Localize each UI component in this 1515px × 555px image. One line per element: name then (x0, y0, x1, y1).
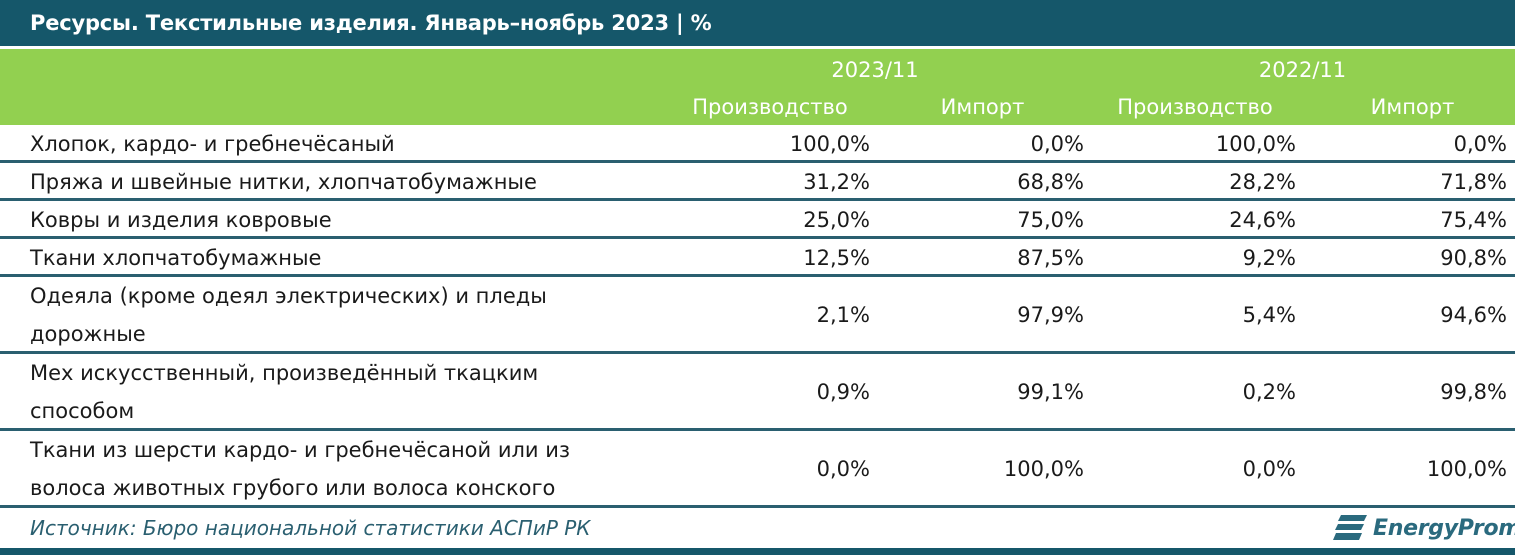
cell-import-2022: 99,8% (1440, 380, 1507, 404)
energyprom-logo: EnergyProm (1333, 512, 1515, 544)
table-row: Мех искусственный, произведённый ткацким… (0, 354, 1515, 431)
period-header-2023: 2023/11 (831, 58, 919, 82)
table-row: Одеяла (кроме одеял электрических) и пле… (0, 277, 1515, 354)
table-row: Пряжа и швейные нитки, хлопчатобумажные … (0, 163, 1515, 201)
row-label: Ковры и изделия ковровые (30, 208, 332, 232)
cell-import-2022: 90,8% (1440, 246, 1507, 270)
row-label: Одеяла (кроме одеял электрических) и пле… (30, 277, 670, 353)
cell-import-2023: 68,8% (1017, 170, 1084, 194)
column-header-production-2023: Производство (692, 95, 848, 119)
cell-import-2023: 99,1% (1017, 380, 1084, 404)
column-header-import-2022: Импорт (1370, 95, 1455, 119)
cell-production-2022: 100,0% (1215, 132, 1296, 156)
cell-import-2023: 75,0% (1017, 208, 1084, 232)
table-row: Ткани из шерсти кардо- и гребнечёсаной и… (0, 431, 1515, 508)
cell-production-2023: 25,0% (803, 208, 870, 232)
column-header-import-2023: Импорт (940, 95, 1025, 119)
cell-import-2022: 71,8% (1440, 170, 1507, 194)
cell-production-2023: 2,1% (816, 303, 870, 327)
cell-production-2022: 0,2% (1242, 380, 1296, 404)
cell-production-2022: 5,4% (1242, 303, 1296, 327)
row-label-line: Мех искусственный, произведённый ткацким (30, 361, 539, 385)
table-header: 2023/11 2022/11 Производство Импорт Прои… (0, 49, 1515, 125)
data-table: Хлопок, кардо- и гребнечёсаный 100,0% 0,… (0, 125, 1515, 508)
cell-production-2022: 24,6% (1229, 208, 1296, 232)
logo-text: EnergyProm (1373, 515, 1515, 541)
table-row: Ткани хлопчатобумажные 12,5% 87,5% 9,2% … (0, 239, 1515, 277)
bottom-bar (0, 548, 1515, 555)
cell-import-2023: 0,0% (1030, 132, 1084, 156)
cell-import-2022: 100,0% (1426, 457, 1507, 481)
cell-import-2022: 0,0% (1453, 132, 1507, 156)
title-separator (0, 46, 1515, 49)
cell-import-2023: 87,5% (1017, 246, 1084, 270)
cell-production-2023: 31,2% (803, 170, 870, 194)
column-header-production-2022: Производство (1117, 95, 1273, 119)
footer: Источник: Бюро национальной статистики А… (0, 508, 1515, 548)
cell-production-2022: 28,2% (1229, 170, 1296, 194)
row-label-line: Ткани из шерсти кардо- и гребнечёсаной и… (30, 438, 571, 462)
row-label: Пряжа и швейные нитки, хлопчатобумажные (30, 170, 537, 194)
source-note: Источник: Бюро национальной статистики А… (30, 516, 591, 540)
period-header-2022: 2022/11 (1258, 58, 1347, 82)
cell-import-2022: 75,4% (1440, 208, 1507, 232)
row-label: Хлопок, кардо- и гребнечёсаный (30, 132, 395, 156)
row-label-line: волоса животных грубого или волоса конск… (30, 476, 556, 500)
row-label-line: способом (30, 399, 135, 423)
cell-production-2022: 0,0% (1242, 457, 1296, 481)
cell-import-2023: 100,0% (1003, 457, 1084, 481)
row-label: Ткани из шерсти кардо- и гребнечёсаной и… (30, 431, 670, 507)
row-label: Ткани хлопчатобумажные (30, 246, 322, 270)
row-label-line: дорожные (30, 322, 146, 346)
cell-production-2023: 0,0% (816, 457, 870, 481)
table-row: Хлопок, кардо- и гребнечёсаный 100,0% 0,… (0, 125, 1515, 163)
cell-production-2022: 9,2% (1242, 246, 1296, 270)
table-title: Ресурсы. Текстильные изделия. Январь–ноя… (0, 0, 1515, 46)
row-label-line: Одеяла (кроме одеял электрических) и пле… (30, 284, 547, 308)
row-label: Мех искусственный, произведённый ткацким… (30, 354, 670, 430)
energyprom-logo-icon (1333, 515, 1367, 540)
cell-production-2023: 0,9% (816, 380, 870, 404)
cell-import-2022: 94,6% (1440, 303, 1507, 327)
cell-production-2023: 12,5% (803, 246, 870, 270)
cell-import-2023: 97,9% (1017, 303, 1084, 327)
table-row: Ковры и изделия ковровые 25,0% 75,0% 24,… (0, 201, 1515, 239)
cell-production-2023: 100,0% (789, 132, 870, 156)
